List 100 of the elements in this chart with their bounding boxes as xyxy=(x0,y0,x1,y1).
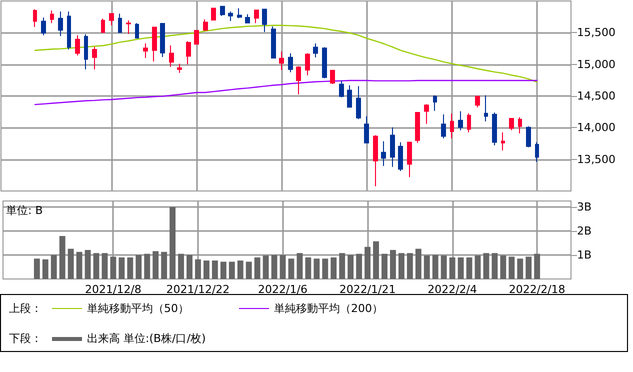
candlestick xyxy=(364,116,369,144)
candlestick xyxy=(305,52,310,76)
bar xyxy=(534,254,540,279)
candlestick xyxy=(254,10,259,24)
candlestick xyxy=(398,142,403,172)
bar xyxy=(449,257,456,279)
line-series xyxy=(34,24,538,83)
candlestick xyxy=(450,112,454,139)
x-tick-label: 2022/2/4 xyxy=(428,283,478,296)
candlestick xyxy=(177,63,182,74)
bar xyxy=(398,253,404,279)
bar xyxy=(483,253,490,279)
candlestick xyxy=(373,134,378,187)
x-tick-label: 2022/2/18 xyxy=(508,283,566,296)
bar xyxy=(305,257,312,279)
bar xyxy=(136,255,142,279)
candlestick xyxy=(41,16,46,36)
legend-label: 単純移動平均（50） xyxy=(87,301,189,316)
candlestick xyxy=(262,8,267,33)
bar xyxy=(237,260,244,279)
bar xyxy=(339,253,346,279)
bar xyxy=(254,257,260,279)
bar xyxy=(458,257,464,279)
bar xyxy=(203,260,210,279)
candlestick xyxy=(245,14,250,24)
bar xyxy=(474,255,481,279)
x-tick-label: 2021/12/22 xyxy=(166,283,230,296)
candlestick xyxy=(330,70,335,84)
bar xyxy=(466,257,472,279)
candlestick xyxy=(101,18,105,33)
y-tick-label: 3B xyxy=(577,200,592,214)
y-tick-label: 2B xyxy=(577,224,592,238)
candlestick xyxy=(50,10,54,24)
candlestick xyxy=(135,22,139,39)
bar xyxy=(262,255,269,279)
bar xyxy=(220,262,226,279)
y-tick-label: 14,500 xyxy=(577,90,616,102)
candlestick xyxy=(356,86,361,120)
candlestick xyxy=(118,13,122,33)
candlestick xyxy=(92,46,97,70)
bar xyxy=(364,246,371,279)
candlestick xyxy=(458,110,463,131)
bar xyxy=(322,258,328,279)
candlestick xyxy=(322,46,327,79)
y-tick-label: 15,500 xyxy=(577,26,616,40)
candlestick xyxy=(84,34,88,70)
candlestick xyxy=(526,126,531,148)
bar xyxy=(314,258,320,279)
y-tick-label: 1B xyxy=(577,248,592,262)
candlestick xyxy=(347,84,352,108)
y-tick-label: 14,000 xyxy=(577,121,616,134)
bar xyxy=(508,256,515,279)
candlestick xyxy=(203,18,208,32)
candlestick xyxy=(271,26,276,58)
candlestick xyxy=(75,34,80,56)
bar xyxy=(144,254,150,279)
bar xyxy=(195,259,201,279)
bar xyxy=(356,254,362,279)
candlestick xyxy=(535,142,539,162)
bar xyxy=(178,254,184,279)
bar xyxy=(492,253,498,279)
bar xyxy=(390,250,396,279)
bar xyxy=(382,254,388,279)
candlestick xyxy=(237,8,242,19)
candlestick xyxy=(433,94,437,112)
candlestick xyxy=(424,104,429,124)
candlestick xyxy=(518,116,522,134)
bar xyxy=(517,258,524,279)
y-tick-label: 15,000 xyxy=(577,58,616,71)
candlestick xyxy=(33,8,37,28)
bar xyxy=(212,260,218,279)
legend-title: 上段： xyxy=(9,301,42,316)
bar xyxy=(526,256,532,279)
candlestick xyxy=(339,80,344,98)
bar xyxy=(93,253,100,279)
legend-label: 出来高 単位:(B株/口/枚) xyxy=(87,331,206,346)
bar xyxy=(102,253,108,279)
bar xyxy=(415,248,422,279)
bar xyxy=(406,253,413,279)
candlestick xyxy=(415,112,420,144)
bar xyxy=(246,262,252,279)
bar xyxy=(186,255,192,279)
bar xyxy=(110,256,116,279)
bar xyxy=(34,258,40,279)
candlestick xyxy=(220,6,225,16)
line-series xyxy=(34,80,538,106)
candlestick xyxy=(509,118,514,131)
bar xyxy=(271,255,278,279)
bar xyxy=(228,262,235,279)
bar xyxy=(161,252,168,279)
candlestick xyxy=(109,13,114,26)
candlestick xyxy=(186,40,191,65)
bar xyxy=(68,248,74,279)
legend-title: 下段： xyxy=(9,331,42,346)
candlestick xyxy=(211,8,216,20)
bar xyxy=(152,251,159,279)
candlestick xyxy=(160,22,165,58)
bar xyxy=(424,255,430,279)
bar xyxy=(118,257,125,279)
x-tick-label: 2021/12/8 xyxy=(85,283,142,296)
